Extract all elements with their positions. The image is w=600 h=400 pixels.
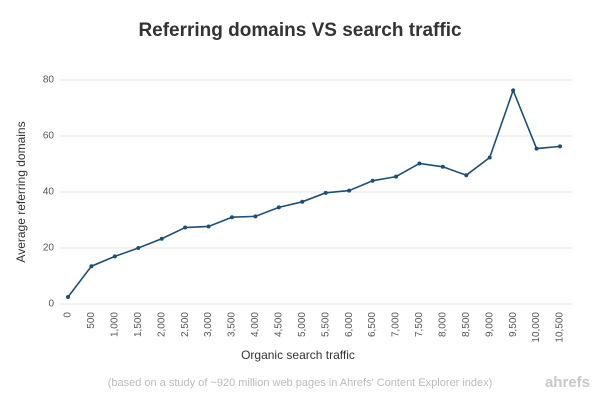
y-tick-label: 40 <box>43 187 55 198</box>
x-tick-label: 3,500 <box>227 312 238 337</box>
point <box>183 225 188 230</box>
x-tick-label: 1,500 <box>133 312 144 337</box>
y-axis-label: Average referring domains <box>14 121 28 262</box>
x-axis-label: Organic search traffic <box>241 348 355 362</box>
footnote: (based on a study of ~920 million web pa… <box>108 377 493 389</box>
point <box>487 155 492 160</box>
x-tick-label: 6,000 <box>344 312 355 337</box>
point <box>253 214 258 219</box>
y-tick-label: 80 <box>43 75 55 86</box>
x-tick-label: 4,500 <box>273 312 284 337</box>
chart-title: Referring domains VS search traffic <box>138 20 462 41</box>
x-tick-label: 10,500 <box>555 312 566 343</box>
x-tick-label: 9,000 <box>484 312 495 337</box>
point <box>394 174 398 179</box>
x-tick-label: 7,000 <box>391 312 402 337</box>
y-tick-label: 20 <box>43 243 55 254</box>
brand: ahrefs <box>545 374 590 391</box>
x-tick-label: 8,000 <box>437 312 448 337</box>
point <box>66 295 70 299</box>
line <box>67 88 561 298</box>
point <box>159 236 164 241</box>
point <box>230 215 234 220</box>
x-tick-label: 9,500 <box>508 312 519 337</box>
y-tick-label: 0 <box>48 299 54 310</box>
x-tick-label: 3,000 <box>203 312 214 337</box>
point <box>511 88 516 93</box>
x-tick-label: 6,500 <box>367 312 378 337</box>
x-tick-label: 8,500 <box>461 312 472 337</box>
x-tick-label: 4,000 <box>250 312 261 337</box>
point <box>89 264 94 269</box>
point <box>300 199 305 204</box>
x-tick-label: 1,000 <box>109 312 120 337</box>
point <box>276 205 281 210</box>
x-tick-label: 5,000 <box>297 312 308 337</box>
point <box>440 164 445 169</box>
x-tick-label: 10,000 <box>531 312 542 343</box>
point <box>323 190 328 195</box>
point <box>206 224 211 229</box>
point <box>464 173 469 178</box>
x-tick-label: 2,000 <box>156 312 167 337</box>
x-tick-label: 500 <box>86 312 97 329</box>
x-tick-label: 2,500 <box>180 312 191 337</box>
x-tick-label: 7,500 <box>414 312 425 337</box>
x-tick-label: 0 <box>63 312 74 318</box>
point <box>558 144 562 149</box>
point <box>534 146 539 151</box>
y-tick-label: 60 <box>43 131 55 142</box>
point <box>112 254 117 259</box>
x-tick-label: 5,500 <box>320 312 331 337</box>
point <box>417 161 422 166</box>
point <box>370 178 375 183</box>
point <box>347 188 352 193</box>
point <box>136 246 141 250</box>
